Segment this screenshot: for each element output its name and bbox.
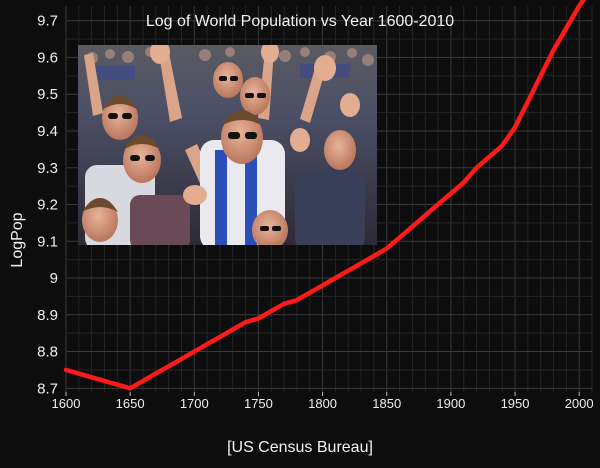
x-tick-label: 1750 <box>244 396 273 411</box>
x-tick-label: 1700 <box>180 396 209 411</box>
y-tick-label: 9.3 <box>37 160 58 177</box>
y-axis-label: LogPop <box>9 212 26 267</box>
x-tick-label: 1850 <box>372 396 401 411</box>
y-tick-label: 9.4 <box>37 123 58 140</box>
x-axis-label: [US Census Bureau] <box>227 439 373 456</box>
y-tick-label: 9.6 <box>37 49 58 66</box>
crowd-photo <box>78 45 377 245</box>
y-tick-label: 9.7 <box>37 13 58 30</box>
y-tick-label: 8.9 <box>37 307 58 324</box>
y-tick-label: 8.7 <box>37 380 58 397</box>
series-line <box>63 0 587 391</box>
x-tick-label: 1650 <box>116 396 145 411</box>
y-tick-label: 9 <box>50 270 58 287</box>
y-tick-label: 8.8 <box>37 344 58 361</box>
x-tick-label: 1900 <box>436 396 465 411</box>
chart-title: Log of World Population vs Year 1600-201… <box>146 13 454 30</box>
y-tick-label: 9.2 <box>37 197 58 214</box>
x-tick-label: 1950 <box>501 396 530 411</box>
x-tick-label: 1800 <box>308 396 337 411</box>
y-tick-label: 9.1 <box>37 233 58 250</box>
x-tick-label: 2000 <box>565 396 594 411</box>
axes: 1600 1650 1700 1750 1800 1850 1900 1950 2000 8.7 8… <box>37 13 593 411</box>
series-layer <box>63 0 587 391</box>
x-tick-label: 1600 <box>52 396 81 411</box>
y-tick-label: 9.5 <box>37 86 58 103</box>
